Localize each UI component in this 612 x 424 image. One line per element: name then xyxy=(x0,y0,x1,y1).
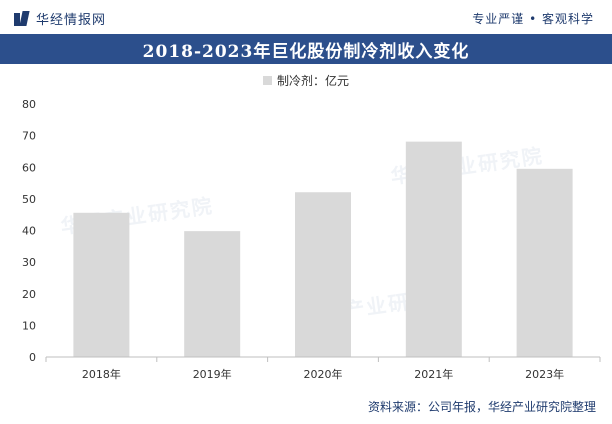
x-tick-label: 2021年 xyxy=(414,367,453,381)
y-tick-label: 50 xyxy=(22,193,36,206)
x-tick-label: 2020年 xyxy=(304,367,343,381)
legend-label: 制冷剂：亿元 xyxy=(276,74,349,88)
bar xyxy=(184,231,241,357)
x-tick-label: 2018年 xyxy=(82,367,121,381)
top-bar: 华经情报网 专业严谨 • 客观科学 xyxy=(0,0,612,34)
bar xyxy=(405,141,462,357)
brand-logo[interactable]: 华经情报网 xyxy=(14,9,106,28)
slogan: 专业严谨 • 客观科学 xyxy=(472,12,594,26)
x-tick-label: 2019年 xyxy=(193,367,232,381)
chart-title: 2018-2023年巨化股份制冷剂收入变化 xyxy=(142,41,470,62)
y-tick-label: 80 xyxy=(22,98,36,111)
y-tick-label: 10 xyxy=(22,319,36,332)
x-axis: 2018年 2019年 2020年 2021年 2023年 xyxy=(45,357,601,381)
y-tick-label: 70 xyxy=(22,130,36,143)
bar xyxy=(73,212,130,357)
y-tick-label: 0 xyxy=(29,351,36,364)
y-tick-label: 40 xyxy=(22,225,36,238)
y-axis: 0 10 20 30 40 50 60 70 80 xyxy=(22,98,36,364)
y-tick-label: 30 xyxy=(22,256,36,269)
title-band: 2018-2023年巨化股份制冷剂收入变化 xyxy=(0,34,612,64)
bar xyxy=(295,192,351,357)
bar xyxy=(516,168,573,357)
source-note: 资料来源：公司年报，华经产业研究院整理 xyxy=(367,400,596,414)
x-tick-label: 2023年 xyxy=(525,367,564,381)
brand-name: 华经情报网 xyxy=(36,13,107,28)
bars-group xyxy=(73,141,573,357)
brand-logo-icon xyxy=(14,10,30,27)
y-tick-label: 60 xyxy=(22,161,36,174)
chart-legend: 制冷剂：亿元 xyxy=(0,72,612,89)
y-tick-label: 20 xyxy=(22,288,36,301)
legend-swatch xyxy=(262,76,272,85)
